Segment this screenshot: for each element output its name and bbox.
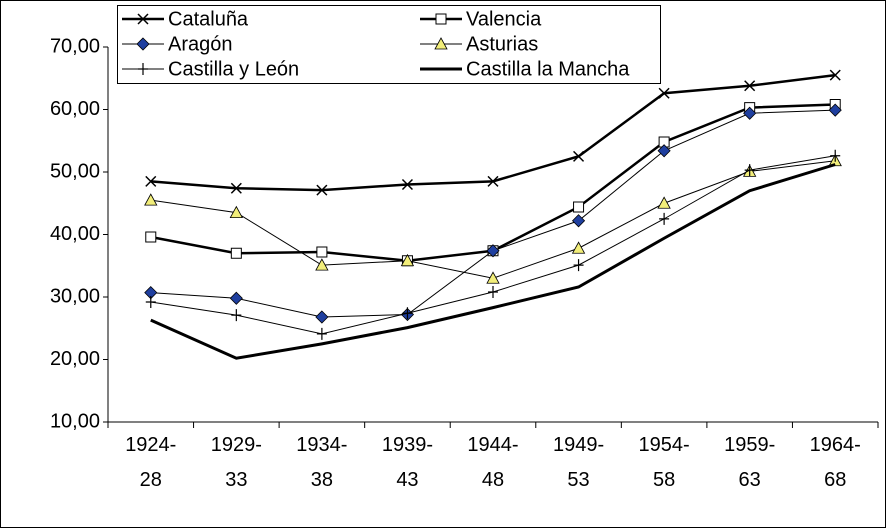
marker [145,231,157,243]
x-tick-label-box: 1959-63 [724,434,776,491]
marker [230,182,242,194]
marker [488,286,498,298]
marker [657,144,671,158]
marker [316,327,327,340]
x-tick-label-box: 1954-58 [638,434,690,491]
marker [229,205,244,219]
legend-label: Asturias [466,33,538,55]
marker [435,13,447,25]
marker [315,310,329,324]
x-tick-label: 1964-68 [809,434,861,491]
marker [316,246,328,258]
y-tick-label: 60,00 [50,98,100,120]
marker [137,13,149,25]
marker [231,309,242,322]
x-tick-label: 1954-58 [638,434,690,491]
x-tick-label: 1939-43 [381,434,434,491]
y-tick-label: 20,00 [50,348,100,370]
x-tick-label: 1959-63 [724,434,776,491]
marker [401,178,413,191]
series-line [150,163,836,360]
marker [830,149,841,162]
x-tick-label-box: 1944-48 [467,434,519,491]
marker [828,103,842,117]
x-tick-label: 1924-28 [125,434,177,491]
marker [144,193,158,206]
marker [138,63,148,75]
marker [571,214,586,228]
y-tick-label: 70,00 [50,35,100,57]
x-tick-label-box: 1964-68 [809,434,861,491]
marker [145,296,156,308]
marker [744,164,755,177]
legend-label: Aragón [168,33,233,55]
x-tick-label-box: 1924-28 [125,434,177,491]
marker [658,87,670,99]
marker [743,106,757,120]
y-tick-label: 30,00 [50,285,100,307]
marker [571,241,586,254]
legend-label: Cataluña [168,8,249,30]
x-tick-label: 1949-53 [552,434,605,491]
x-tick-label: 1934-38 [296,434,348,491]
marker [573,201,585,213]
marker [136,37,150,51]
marker [659,212,670,225]
marker [573,150,585,162]
legend-label: Castilla la Mancha [466,58,630,80]
marker [229,291,243,305]
marker [829,69,841,81]
legend-label: Castilla y León [168,58,299,80]
marker [145,175,157,187]
x-tick-label-box: 1939-43 [381,434,434,491]
x-tick-label: 1929-33 [210,434,262,491]
x-tick-label: 1944-48 [467,434,519,491]
x-tick-label-box: 1934-38 [296,434,348,491]
x-tick-label-box: 1949-53 [552,434,605,491]
marker [315,258,329,271]
marker [434,37,448,50]
legend [117,5,661,84]
x-tick-label-box: 1929-33 [210,434,262,491]
marker [486,271,500,284]
marker [657,196,671,209]
marker [316,184,328,196]
marker [744,80,756,92]
marker [486,244,500,258]
marker [230,247,242,259]
marker [400,253,415,267]
y-tick-label: 50,00 [50,160,100,182]
marker [402,307,413,320]
y-tick-label: 10,00 [50,410,100,432]
y-tick-label: 40,00 [50,223,100,245]
marker [573,259,584,272]
legend-label: Valencia [466,8,542,30]
marker [487,175,499,187]
